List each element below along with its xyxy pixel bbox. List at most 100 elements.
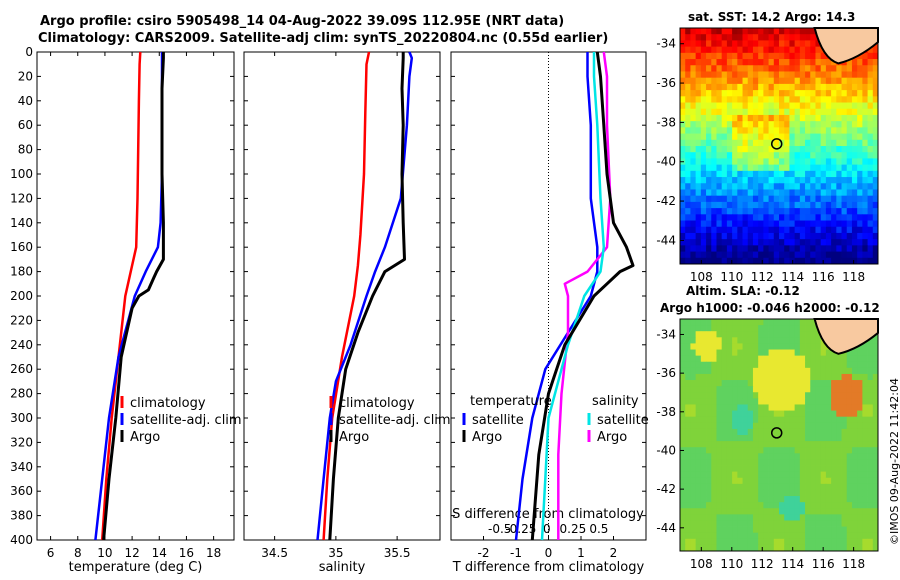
- ytick-label: 220: [10, 313, 33, 327]
- sst-map-ytick-label: -38: [656, 115, 676, 129]
- tdiff-legend-label: Argo: [472, 430, 502, 445]
- argo-salinity-line: [328, 52, 406, 541]
- sst-map-ytick-label: -44: [656, 233, 676, 247]
- sst-map-cells: [680, 28, 879, 265]
- tdiff-satellite-line: [514, 52, 599, 541]
- ytick-label: 120: [10, 191, 33, 205]
- sst-map-xtick-label: 108: [690, 270, 713, 284]
- ytick-label: 60: [18, 118, 33, 132]
- tdiff-argo-line: [530, 51, 635, 541]
- ytick-label: 380: [10, 509, 33, 523]
- figure-title-line1: Argo profile: csiro 5905498_14 04-Aug-20…: [40, 14, 565, 29]
- salinity-legend-label: climatology: [339, 396, 415, 411]
- salinity-legend-heading: salinity: [592, 394, 639, 409]
- sst-map-argo-marker: [770, 138, 783, 150]
- sst-map-ytick-label: -40: [656, 155, 676, 169]
- sla-map-ytick-label: -42: [656, 482, 676, 496]
- temperature-xtick-label: 12: [124, 546, 139, 560]
- sla-map-cells: [680, 319, 879, 552]
- tdiff-legend-label: satellite: [472, 413, 524, 428]
- sdiff-satellite-line: [540, 52, 606, 541]
- sst-map-frame: [679, 27, 879, 265]
- sst-map-xtick-label: 118: [842, 270, 865, 284]
- ytick-label: 160: [10, 240, 33, 254]
- sla-map-ytick-label: -38: [656, 405, 676, 419]
- sst-map-xtick-label: 116: [812, 270, 835, 284]
- sdiff-tick-label: -0.5: [488, 522, 511, 536]
- temperature-xtick-label: 16: [179, 546, 194, 560]
- temperature-xtick-label: 14: [152, 546, 167, 560]
- ytick-label: 360: [10, 484, 33, 498]
- sla-map-ytick-label: -44: [656, 521, 676, 535]
- temperature-xlabel: temperature (deg C): [69, 560, 203, 575]
- temperature-xtick-label: 10: [97, 546, 112, 560]
- temperature-xtick-label: 6: [47, 546, 55, 560]
- sst-map-land: [813, 27, 879, 65]
- sla-map-xtick-label: 116: [812, 557, 835, 571]
- sla-map-xtick-label: 112: [751, 557, 774, 571]
- sdiff-tick-label: 0.5: [589, 522, 608, 536]
- ytick-label: 80: [18, 143, 33, 157]
- ytick-label: 100: [10, 167, 33, 181]
- ytick-label: 40: [18, 94, 33, 108]
- climatology-temperature-line: [100, 51, 142, 541]
- ytick-label: 240: [10, 338, 33, 352]
- sla-map-xtick-label: 110: [720, 557, 743, 571]
- salinity-legend-label: Argo: [339, 430, 369, 445]
- salinity-xlabel: salinity: [319, 560, 366, 575]
- sla-map-ytick-label: -36: [656, 366, 676, 380]
- ytick-label: 0: [25, 45, 33, 59]
- salinity-legend-label: satellite-adj. clim: [339, 413, 451, 428]
- sla-map-xtick-label: 114: [781, 557, 804, 571]
- difference-xtick-label: -1: [510, 546, 522, 560]
- sdiff-legend-label: satellite: [597, 413, 649, 428]
- sdiff-tick-label: 0.25: [560, 522, 587, 536]
- sla-map-frame: [679, 318, 879, 552]
- ytick-label: 300: [10, 411, 33, 425]
- difference-xtick-label: 1: [577, 546, 585, 560]
- sdiff-tick-label: 0: [543, 522, 551, 536]
- sst-map-xtick-label: 110: [720, 270, 743, 284]
- ytick-label: 200: [10, 289, 33, 303]
- sla-map-ytick-label: -34: [656, 327, 676, 341]
- salinity-panel-frame: [243, 51, 441, 541]
- sdiff-legend-label: Argo: [597, 430, 627, 445]
- ytick-label: 320: [10, 435, 33, 449]
- ytick-label: 140: [10, 216, 33, 230]
- sla-map-argo-marker: [770, 427, 783, 439]
- sla-map-xtick-label: 108: [690, 557, 713, 571]
- argo-temperature-line: [102, 52, 165, 541]
- sla-map-title2: Argo h1000: -0.046 h2000: -0.12: [660, 301, 880, 315]
- sdiff-label: S difference from climatology: [452, 507, 644, 522]
- ytick-label: 20: [18, 69, 33, 83]
- temperature-legend-label: satellite-adj. clim: [130, 413, 242, 428]
- salinity-xtick-label: 35: [328, 546, 343, 560]
- sla-map-title1: Altim. SLA: -0.12: [686, 284, 800, 298]
- figure-title-line2: Climatology: CARS2009. Satellite-adj cli…: [38, 31, 609, 46]
- sla-map-land: [813, 318, 879, 355]
- sst-map-title: sat. SST: 14.2 Argo: 14.3: [688, 10, 856, 24]
- difference-xtick-label: -2: [478, 546, 490, 560]
- sst-map-ytick-label: -42: [656, 194, 676, 208]
- temperature-xtick-label: 18: [206, 546, 221, 560]
- temperature-legend-heading: temperature: [470, 394, 552, 409]
- sst-map-xtick-label: 112: [751, 270, 774, 284]
- sst-map-ytick-label: -36: [656, 76, 676, 90]
- salinity-xtick-label: 35.5: [384, 546, 411, 560]
- temperature-legend-label: Argo: [130, 430, 160, 445]
- ytick-label: 260: [10, 362, 33, 376]
- sst-map-ytick-label: -34: [656, 37, 676, 51]
- ytick-label: 280: [10, 387, 33, 401]
- sdiff-argo-line: [557, 51, 612, 540]
- ytick-label: 340: [10, 460, 33, 474]
- sla-map-xtick-label: 118: [842, 557, 865, 571]
- temperature-xtick-label: 8: [74, 546, 82, 560]
- temperature-legend-label: climatology: [130, 396, 206, 411]
- sdiff-tick-label: -0.25: [505, 522, 536, 536]
- difference-xtick-label: 2: [610, 546, 618, 560]
- difference-xtick-label: 0: [545, 546, 553, 560]
- ytick-label: 180: [10, 265, 33, 279]
- ytick-label: 400: [10, 533, 33, 547]
- tdiff-xlabel: T difference from climatology: [452, 560, 645, 575]
